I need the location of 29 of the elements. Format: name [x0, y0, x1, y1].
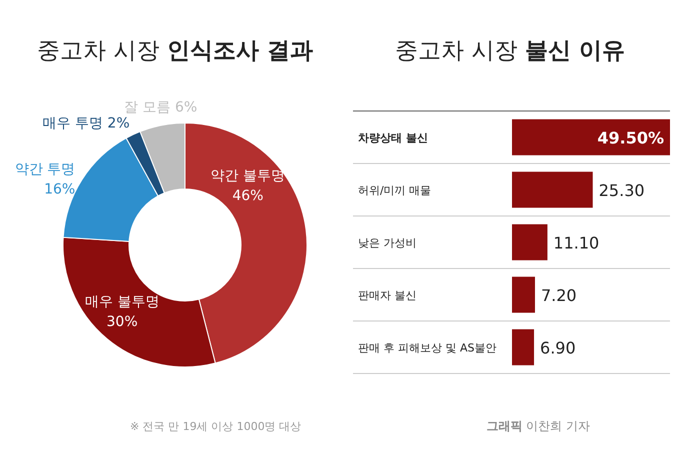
data-label: 11.10	[553, 233, 600, 252]
y-tick-label: 낮은 가성비	[358, 236, 416, 250]
y-tick-label: 허위/미끼 매물	[358, 184, 432, 197]
data-label: 16%	[44, 181, 76, 198]
bar	[512, 276, 535, 313]
slice-label: 잘 모름	[124, 99, 171, 116]
slice-label: 매우 불투명	[84, 294, 160, 310]
slice-label: 매우 투명	[42, 115, 103, 132]
slice-label: 약간 투명	[14, 161, 76, 178]
data-label: 46%	[232, 188, 264, 204]
bar	[512, 119, 670, 156]
bar	[512, 224, 548, 260]
data-label: 7.20	[540, 286, 577, 305]
data-label: 6%	[170, 99, 198, 116]
text: 그래픽 이찬희 기자	[486, 419, 590, 433]
bar	[512, 172, 593, 208]
y-tick-label: 판매자 불신	[358, 288, 416, 302]
data-label: 25.30	[598, 180, 645, 200]
bar	[512, 329, 534, 366]
chart-title: 중고차 시장 불신 이유	[395, 38, 625, 64]
data-label: 2%	[102, 115, 130, 132]
slice-label: 약간 불투명	[210, 168, 286, 184]
data-label: 30%	[106, 314, 138, 330]
data-label: 6.90	[540, 338, 576, 358]
chart-title: 중고차 시장 인식조사 결과	[37, 38, 313, 64]
y-tick-label: 판매 후 피해보상 및 AS불안	[358, 341, 496, 354]
data-label: 49.50%	[597, 128, 664, 148]
text: ※ 전국 만 19세 이상 1000명 대상	[130, 420, 302, 433]
y-tick-label: 차량상태 불신	[358, 131, 428, 144]
